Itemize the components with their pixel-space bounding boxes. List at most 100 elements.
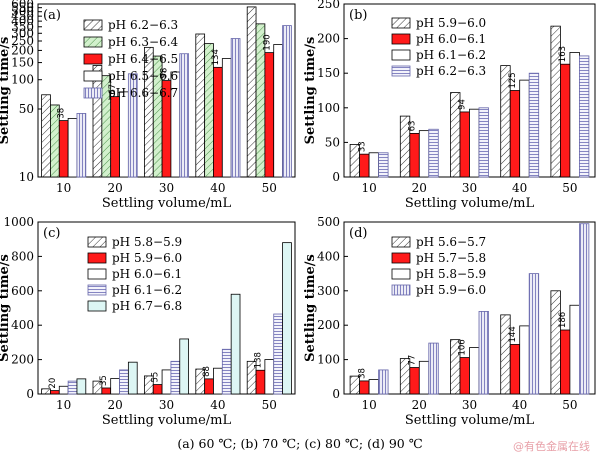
x-tick-label: 40	[512, 398, 527, 412]
y-axis-label: Settling time/s	[0, 254, 12, 362]
legend-swatch	[83, 36, 103, 48]
bar	[67, 380, 78, 395]
legend-entry: pH 5.9−6.0	[416, 16, 486, 30]
y-tick-label: 50	[325, 135, 340, 149]
y-tick-label: 500	[11, 5, 34, 19]
y-tick-label: 150	[317, 66, 340, 80]
legend-swatch	[83, 87, 103, 99]
x-tick-label: 30	[462, 398, 477, 412]
bar	[569, 52, 580, 178]
legend-swatch	[391, 33, 411, 45]
legend-entry: pH 5.8−5.9	[416, 267, 486, 281]
bar	[58, 385, 69, 395]
y-tick-label: 300	[317, 284, 340, 298]
data-label: 144	[508, 326, 518, 342]
bar	[428, 342, 439, 395]
legend-entry: pH 6.4−6.5	[108, 52, 178, 66]
bar	[459, 111, 470, 178]
x-axis-label: Settling volume/mL	[102, 413, 232, 428]
bar	[428, 128, 439, 178]
x-tick-label: 30	[159, 181, 174, 195]
x-tick-label: 50	[262, 398, 277, 412]
panel-label: (d)	[349, 226, 367, 241]
y-axis-label: Settling time/s	[0, 37, 12, 145]
bar	[528, 72, 540, 178]
y-tick-label: 1000	[3, 215, 34, 229]
legend-swatch	[83, 70, 103, 82]
bar	[246, 6, 257, 178]
bar	[76, 113, 87, 178]
x-axis-label: Settling volume/mL	[405, 196, 535, 211]
bar	[230, 293, 241, 395]
legend-entry: pH 6.1−6.2	[112, 283, 182, 297]
bar	[368, 379, 380, 395]
y-tick-label: 600	[11, 0, 34, 11]
bar	[519, 325, 530, 395]
y-tick-label: 0	[332, 170, 340, 184]
bar	[230, 38, 241, 178]
bar	[509, 344, 521, 395]
legend-entry: pH 6.0−6.1	[416, 32, 486, 46]
legend-swatch	[391, 284, 411, 296]
bar	[378, 369, 389, 395]
y-tick-label: 200	[11, 353, 34, 367]
y-tick-label: 250	[317, 0, 340, 11]
bar	[519, 79, 530, 178]
legend-entry: pH 6.2−6.3	[108, 18, 178, 32]
watermark: @有色金属在线	[513, 440, 590, 453]
bar	[221, 348, 232, 395]
figure-caption: (a) 60 ℃; (b) 70 ℃; (c) 80 ℃; (d) 90 ℃	[177, 436, 423, 451]
bar	[143, 46, 154, 178]
bar	[550, 290, 561, 395]
x-tick-label: 10	[56, 398, 71, 412]
data-label: 94	[458, 99, 468, 110]
legend-entry: pH 6.2−6.3	[416, 64, 486, 78]
data-label: 63	[408, 121, 418, 132]
bar	[179, 338, 190, 395]
legend-swatch	[87, 236, 107, 248]
legend-entry: pH 6.3−6.4	[108, 35, 179, 49]
bar	[579, 223, 590, 395]
legend-swatch	[87, 300, 107, 312]
x-axis-label: Settling volume/mL	[405, 413, 535, 428]
bar	[41, 94, 51, 178]
x-tick-label: 20	[107, 398, 122, 412]
legend-entry: pH 5.9−6.0	[112, 251, 182, 265]
bar	[560, 63, 571, 178]
bar	[264, 52, 275, 178]
bar	[378, 152, 389, 178]
data-label: 125	[508, 72, 518, 88]
legend-swatch	[83, 53, 103, 65]
legend-swatch	[83, 19, 103, 31]
data-label: 190	[262, 34, 272, 50]
data-label: 55	[151, 372, 161, 383]
data-label: 20	[48, 378, 58, 389]
legend-entry: pH 6.1−6.2	[416, 48, 486, 62]
y-tick-label: 550	[11, 1, 34, 15]
bar	[110, 378, 120, 395]
bar	[221, 58, 232, 178]
y-tick-label: 10	[19, 170, 34, 184]
bar	[58, 120, 69, 178]
legend-swatch	[391, 252, 411, 264]
bar	[161, 369, 172, 395]
y-tick-label: 100	[317, 353, 340, 367]
y-tick-label: 600	[11, 284, 34, 298]
data-label: 138	[253, 352, 263, 368]
panel-label: (a)	[43, 8, 61, 23]
x-tick-label: 20	[412, 398, 427, 412]
x-tick-label: 50	[262, 181, 277, 195]
x-tick-label: 50	[562, 398, 577, 412]
x-tick-label: 10	[361, 181, 376, 195]
x-tick-label: 30	[462, 181, 477, 195]
legend-swatch	[87, 284, 107, 296]
y-tick-label: 500	[317, 215, 340, 229]
y-tick-label: 450	[11, 9, 34, 23]
x-tick-label: 20	[107, 181, 122, 195]
data-label: 134	[211, 49, 221, 65]
y-tick-label: 50	[19, 102, 34, 116]
bar	[213, 367, 223, 395]
y-tick-label: 200	[317, 32, 340, 46]
